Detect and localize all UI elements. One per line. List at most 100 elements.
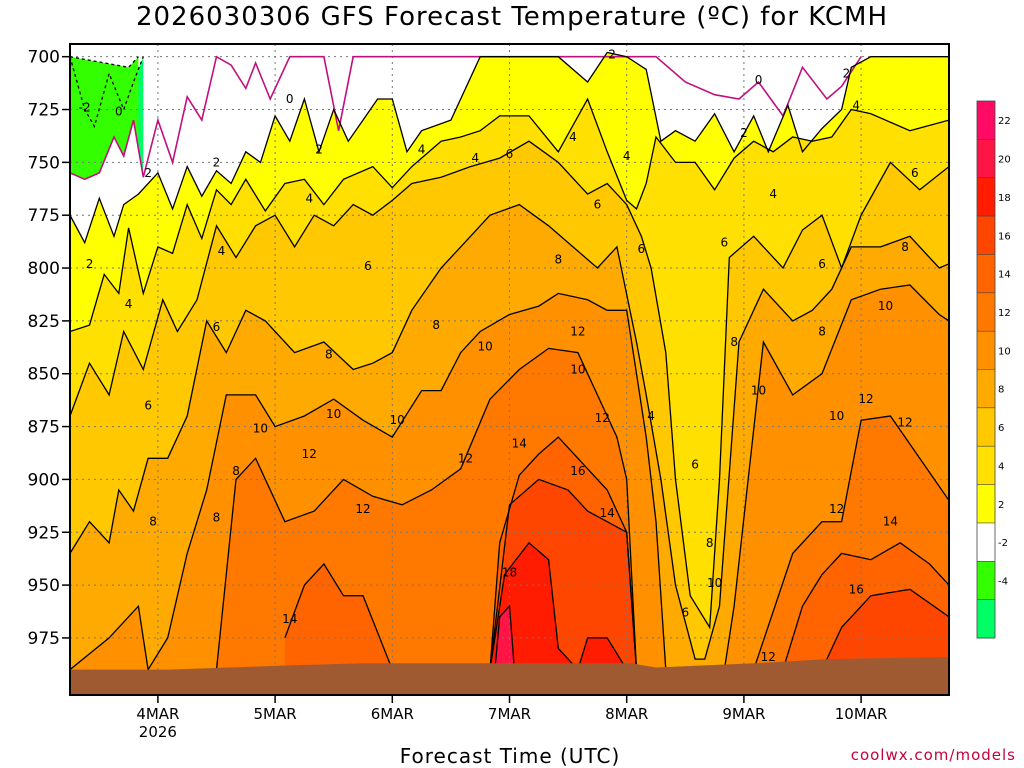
band-fill-18 [489, 542, 627, 695]
colorbar-label: 22 [998, 116, 1011, 127]
contour-label: 12 [302, 447, 317, 461]
contour-label: 6 [144, 398, 152, 412]
contour-label: 0 [115, 105, 123, 119]
contour-label: 6 [911, 166, 919, 180]
colorbar-label: -2 [998, 538, 1008, 549]
contour-label: -2 [79, 100, 91, 114]
contour-label: 4 [569, 130, 577, 144]
x-tick-label: 7MAR [488, 705, 531, 723]
contour-label: 14 [600, 506, 615, 520]
colorbar-segment [977, 139, 995, 179]
contour-label: 12 [458, 451, 473, 465]
contour-label: 8 [149, 515, 157, 529]
contour-label: 4 [852, 98, 860, 112]
contour-label: 8 [706, 536, 714, 550]
contour-line-4 [70, 97, 949, 333]
contour-line-6 [70, 140, 949, 630]
contour-label: 18 [502, 565, 517, 579]
colorbar-segment [977, 216, 995, 255]
contour-label: 6 [818, 257, 826, 271]
contour-label: 4 [647, 409, 655, 423]
contour-label: 6 [213, 320, 221, 334]
chart-title: 2026030306 GFS Forecast Temperature (ºC)… [135, 2, 889, 32]
y-tick-label: 950 [28, 576, 60, 596]
contour-label: 10 [477, 339, 492, 353]
contour-label: 0 [755, 73, 763, 87]
contour-label: 10 [570, 363, 585, 377]
colorbar-segment [977, 177, 995, 217]
contour-label: 14 [883, 515, 898, 529]
contour-label: 4 [471, 151, 479, 165]
contour-label: 2 [608, 48, 616, 62]
contour-label: 16 [570, 464, 585, 478]
contour-label: 16 [849, 582, 864, 596]
contour-labels: -2 0 0 0 2 2 2 2 2 2 2 4 4 4 4 4 4 4 4 4 4 6 6 6 6 6 6 6 6 6 6 6 8 8 8 8 8 8 8… [79, 48, 919, 664]
contour-label: 8 [232, 464, 240, 478]
colorbar-label: -4 [998, 576, 1008, 587]
contour-label: 6 [721, 236, 729, 250]
colorbar-segment [977, 369, 995, 409]
contour-label: 8 [325, 348, 333, 362]
colorbar-label: 16 [998, 231, 1011, 242]
contour-label: 10 [878, 299, 893, 313]
contour-lines [70, 51, 949, 672]
contour-line-10 [70, 284, 949, 672]
contour-line-8 [70, 203, 949, 660]
colorbar-label: 20 [998, 155, 1011, 166]
colorbar-segment [977, 292, 995, 332]
colorbar-segment [977, 484, 995, 524]
x-tick-label: 8MAR [605, 705, 648, 723]
contour-label: 4 [305, 191, 313, 205]
contour-label: 8 [730, 335, 738, 349]
x-tick-label: 10MAR [835, 705, 888, 723]
contour-label: 12 [595, 411, 610, 425]
contour-label: 2 [144, 166, 152, 180]
colorbar-segment [977, 254, 995, 294]
source-credit[interactable]: coolwx.com/models [850, 746, 1016, 764]
y-axis: 700 725 750 775 800 825 850 875 900 925 950 975 [28, 48, 70, 649]
contour-label: 4 [218, 244, 226, 258]
contour-label: 12 [570, 324, 585, 338]
contour-label: 6 [506, 147, 514, 161]
contour-label: 0 [286, 92, 294, 106]
contour-label: 2 [315, 143, 323, 157]
y-tick-label: 900 [28, 470, 60, 490]
x-tick-label: 9MAR [722, 705, 765, 723]
x-tick-label: 4MAR [136, 705, 179, 723]
contour-label: 6 [594, 198, 602, 212]
colorbar: 22 20 18 16 14 12 10 8 6 4 2 -2 -4 [976, 100, 1011, 639]
contour-label: 6 [364, 259, 372, 273]
contour-label: 14 [512, 436, 527, 450]
contour-label: 8 [818, 324, 826, 338]
contour-label: 8 [555, 253, 563, 267]
colorbar-label: 6 [998, 423, 1004, 434]
y-tick-label: 800 [28, 259, 60, 279]
contour-label: 4 [769, 187, 777, 201]
colorbar-label: 8 [998, 385, 1004, 396]
contour-label: 6 [681, 606, 689, 620]
x-tick-label: 6MAR [371, 705, 414, 723]
contour-line--2 [70, 56, 139, 69]
plot-area: -2 0 0 0 2 2 2 2 2 2 2 4 4 4 4 4 4 4 4 4 4 6 6 6 6 6 6 6 6 6 6 6 8 8 8 8 8 8 8… [70, 44, 949, 695]
ground-terrain [70, 657, 949, 695]
contour-label: 2 [213, 155, 221, 169]
contour-label: 2 [740, 126, 748, 140]
contour-line-0 [70, 55, 862, 181]
contour-label: 10 [326, 407, 341, 421]
contour-line--4 [70, 56, 144, 129]
y-tick-label: 750 [28, 153, 60, 173]
contour-label: 10 [390, 413, 405, 427]
colorbar-segment [977, 446, 995, 486]
y-tick-label: 925 [28, 523, 60, 543]
contour-label: 10 [751, 384, 766, 398]
contour-label: 12 [858, 392, 873, 406]
contour-label: 8 [213, 510, 221, 524]
contour-label: 4 [418, 143, 426, 157]
contour-label: 10 [829, 409, 844, 423]
y-tick-label: 725 [28, 101, 60, 121]
colorbar-label: 18 [998, 193, 1011, 204]
contour-line-2 [70, 51, 949, 245]
colorbar-label: 4 [998, 461, 1004, 472]
y-tick-label: 850 [28, 365, 60, 385]
